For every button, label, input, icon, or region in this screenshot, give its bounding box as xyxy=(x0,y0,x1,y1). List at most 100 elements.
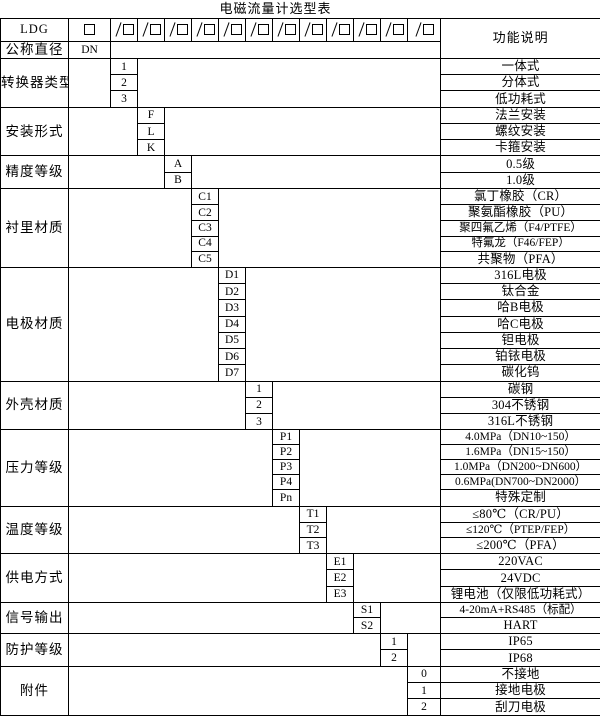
desc-cell: ≤200℃（PFA） xyxy=(440,536,600,555)
checkbox-glyph xyxy=(423,24,435,35)
code-cell[interactable]: P3 xyxy=(272,459,300,476)
code-cell[interactable]: L xyxy=(137,122,165,141)
desc-cell: 不接地 xyxy=(440,665,600,683)
table-row: 电极材质 D1 316L电极 xyxy=(0,266,600,382)
desc-cell: 4-20mA+RS485（标配） xyxy=(440,601,600,618)
row-label-5: 电极材质 xyxy=(0,266,69,382)
table-row: 附件 0 不接地 xyxy=(0,665,600,716)
desc-cell: 钛合金 xyxy=(440,283,600,301)
code-box-1[interactable] xyxy=(110,17,138,42)
desc-cell: 碳钢 xyxy=(440,380,600,398)
code-box-first[interactable] xyxy=(68,17,111,42)
table-row: C3 聚四氟乙烯（F4/PTFE） xyxy=(1,220,600,237)
code-cell[interactable]: D5 xyxy=(218,331,246,350)
code-cell[interactable]: S2 xyxy=(353,616,381,635)
code-cell[interactable]: 1 xyxy=(245,380,273,398)
code-cell[interactable]: C4 xyxy=(191,235,219,252)
code-cell[interactable]: E3 xyxy=(326,585,354,603)
desc-cell: 特氟龙（F46/FEP） xyxy=(440,235,600,252)
row-left-blank xyxy=(68,187,192,268)
desc-cell: 1.0级 xyxy=(440,171,600,189)
desc-cell: HART xyxy=(440,616,600,635)
desc-cell: 316L不锈钢 xyxy=(440,413,600,431)
code-cell[interactable]: 2 xyxy=(245,396,273,415)
table-row: 衬里材质 C1 氯丁橡胶（CR） xyxy=(0,187,600,268)
code-box-11[interactable] xyxy=(380,17,408,42)
row-left-blank xyxy=(68,505,300,555)
code-cell[interactable]: E1 xyxy=(326,553,354,571)
row-left-blank xyxy=(68,380,246,431)
code-cell[interactable]: 3 xyxy=(110,90,138,108)
code-cell[interactable]: F xyxy=(137,106,165,124)
desc-cell: 24VDC xyxy=(440,569,600,587)
row-right-blank xyxy=(379,601,442,635)
code-cell[interactable]: P4 xyxy=(272,474,300,491)
code-cell[interactable]: C5 xyxy=(191,250,219,268)
slash-glyph xyxy=(330,23,339,36)
row-left-blank xyxy=(68,553,327,603)
code-cell[interactable]: C3 xyxy=(191,220,219,237)
code-cell[interactable]: 1 xyxy=(110,57,138,76)
code-box-3[interactable] xyxy=(164,17,192,42)
table-row: K 卡箍安装 xyxy=(1,139,600,157)
row-left-blank xyxy=(68,429,273,507)
slash-glyph xyxy=(168,23,177,36)
code-cell[interactable]: T1 xyxy=(299,505,327,523)
code-cell[interactable]: D2 xyxy=(218,283,246,301)
code-cell[interactable]: D1 xyxy=(218,266,246,285)
code-cell[interactable]: 2 xyxy=(406,698,442,716)
code-box-2[interactable] xyxy=(137,17,165,42)
code-cell[interactable]: D3 xyxy=(218,299,246,317)
code-cell[interactable]: K xyxy=(137,139,165,157)
desc-cell: 聚四氟乙烯（F4/PTFE） xyxy=(440,220,600,237)
code-cell[interactable]: E2 xyxy=(326,569,354,587)
code-cell[interactable]: P1 xyxy=(272,429,300,446)
code-cell[interactable]: 2 xyxy=(110,74,138,92)
code-cell[interactable]: D7 xyxy=(218,364,246,382)
table-row: 信号输出 S1 4-20mA+RS485（标配） xyxy=(0,601,600,635)
code-cell[interactable]: Pn xyxy=(272,489,300,507)
code-box-6[interactable] xyxy=(245,17,273,42)
desc-cell: 分体式 xyxy=(440,74,600,92)
code-box-10[interactable] xyxy=(353,17,381,42)
code-cell[interactable]: 2 xyxy=(380,649,408,667)
row-blank xyxy=(109,40,442,59)
row-label-6: 外壳材质 xyxy=(0,380,69,431)
desc-cell: 0.6MPa(DN700~DN2000） xyxy=(440,474,600,491)
checkbox-glyph xyxy=(258,24,269,35)
code-cell[interactable]: S1 xyxy=(353,601,381,618)
checkbox-glyph xyxy=(150,24,161,35)
desc-cell: 220VAC xyxy=(440,553,600,571)
row-left-blank xyxy=(68,106,138,157)
table-row: 外壳材质 1 碳钢 xyxy=(0,380,600,431)
code-box-7[interactable] xyxy=(272,17,300,42)
code-cell[interactable]: 3 xyxy=(245,413,273,431)
slash-glyph xyxy=(384,23,393,36)
row-label-9: 供电方式 xyxy=(0,553,69,603)
slash-glyph xyxy=(276,23,285,36)
code-box-4[interactable] xyxy=(191,17,219,42)
checkbox-glyph xyxy=(285,24,296,35)
code-cell[interactable]: T2 xyxy=(299,521,327,538)
code-cell[interactable]: C1 xyxy=(191,187,219,206)
desc-cell: 氯丁橡胶（CR） xyxy=(440,187,600,206)
code-cell[interactable]: D6 xyxy=(218,348,246,366)
code-cell[interactable]: 0 xyxy=(406,665,442,683)
code-cell[interactable]: B xyxy=(164,171,192,189)
code-box-5[interactable] xyxy=(218,17,246,42)
code-cell[interactable]: A xyxy=(164,155,192,173)
code-box-12[interactable] xyxy=(406,17,442,42)
slash-glyph xyxy=(114,23,123,36)
table-row: 3 316L不锈钢 xyxy=(1,413,600,431)
code-box-9[interactable] xyxy=(326,17,354,42)
code-cell[interactable]: 1 xyxy=(406,681,442,700)
code-box-8[interactable] xyxy=(299,17,327,42)
code-cell[interactable]: T3 xyxy=(299,536,327,555)
desc-cell: 共聚物（PFA） xyxy=(440,250,600,268)
code-cell[interactable]: P2 xyxy=(272,444,300,461)
code-cell[interactable]: C2 xyxy=(191,204,219,222)
code-cell[interactable]: D4 xyxy=(218,315,246,333)
checkbox-glyph xyxy=(393,24,404,35)
desc-cell: 4.0MPa（DN10~150） xyxy=(440,429,600,446)
code-cell[interactable]: 1 xyxy=(380,633,408,651)
